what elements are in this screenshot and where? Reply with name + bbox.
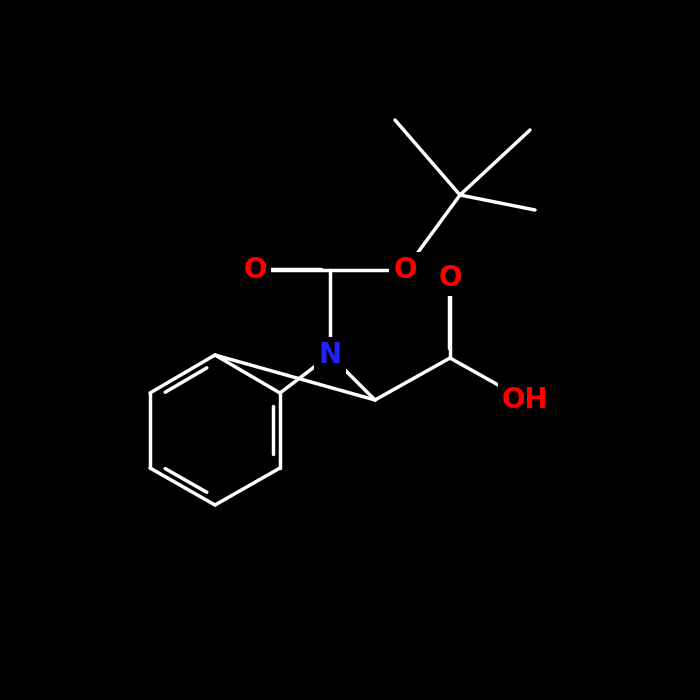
Text: O: O: [244, 256, 267, 284]
Text: O: O: [393, 256, 416, 284]
Text: OH: OH: [502, 386, 548, 414]
Text: O: O: [438, 264, 462, 292]
Text: N: N: [318, 341, 342, 369]
